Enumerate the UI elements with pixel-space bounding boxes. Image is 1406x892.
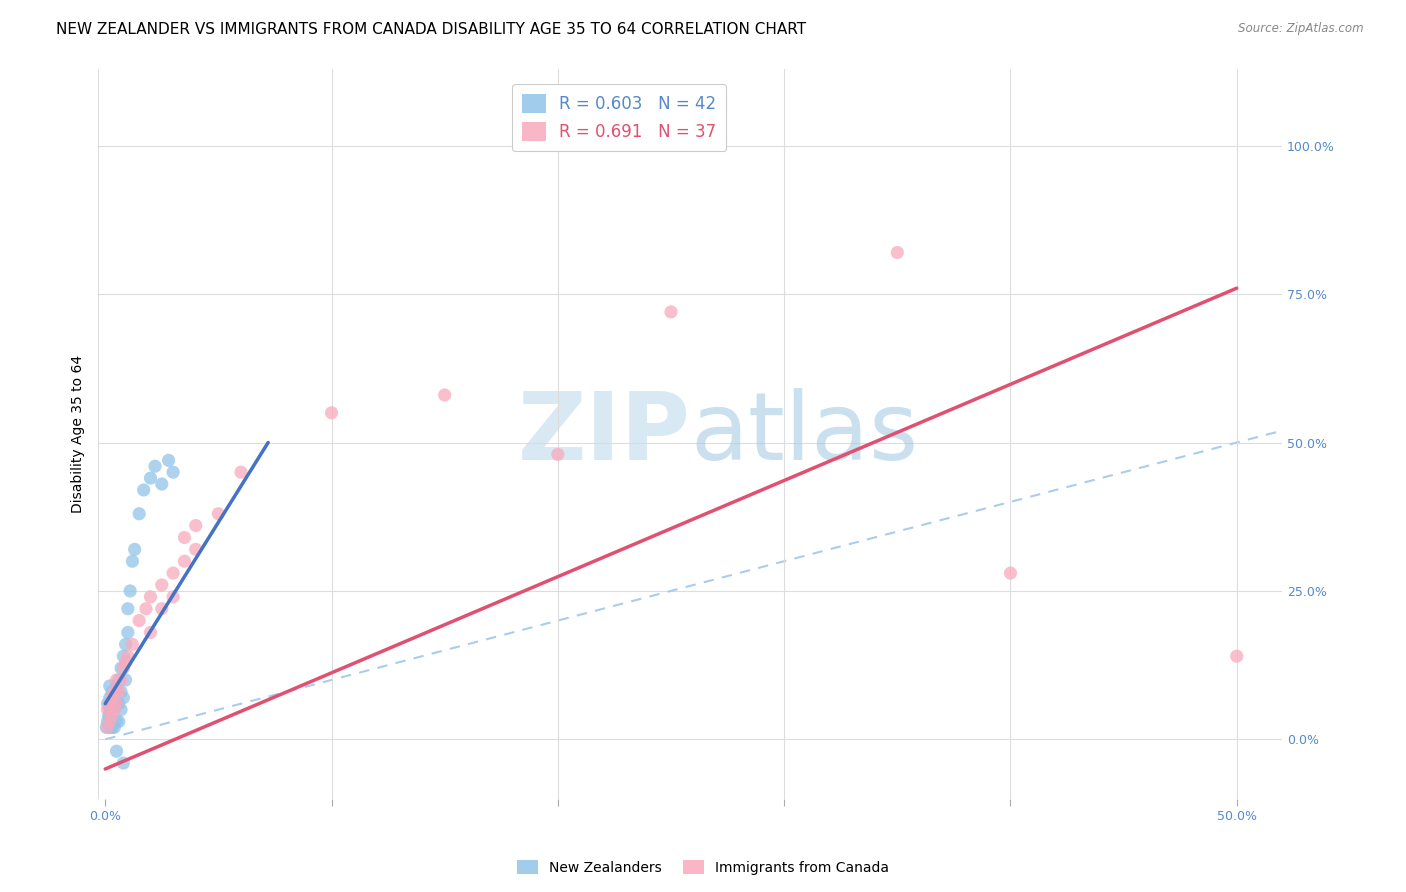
- Point: [117, 649, 139, 664]
- Point: [103, 703, 125, 717]
- Point: [103, 685, 125, 699]
- Point: [98, 697, 121, 711]
- Point: [162, 566, 184, 580]
- Point: [97, 708, 120, 723]
- Point: [128, 507, 150, 521]
- Point: [103, 690, 125, 705]
- Point: [101, 697, 124, 711]
- Point: [96, 721, 118, 735]
- Y-axis label: Disability Age 35 to 64: Disability Age 35 to 64: [72, 354, 86, 513]
- Point: [107, 697, 129, 711]
- Point: [105, 697, 128, 711]
- Point: [117, 601, 139, 615]
- Point: [98, 714, 121, 729]
- Point: [101, 721, 124, 735]
- Point: [321, 406, 343, 420]
- Point: [184, 542, 207, 557]
- Point: [139, 471, 162, 485]
- Point: [886, 245, 908, 260]
- Point: [547, 447, 569, 461]
- Point: [120, 583, 142, 598]
- Point: [150, 578, 173, 592]
- Point: [121, 554, 143, 568]
- Point: [139, 625, 162, 640]
- Point: [101, 708, 124, 723]
- Point: [207, 507, 229, 521]
- Point: [96, 703, 118, 717]
- Point: [1226, 649, 1249, 664]
- Point: [112, 661, 135, 675]
- Point: [112, 756, 135, 770]
- Point: [121, 637, 143, 651]
- Point: [98, 679, 121, 693]
- Point: [124, 542, 146, 557]
- Point: [96, 714, 118, 729]
- Point: [110, 673, 132, 687]
- Point: [150, 477, 173, 491]
- Point: [150, 601, 173, 615]
- Point: [132, 483, 155, 497]
- Point: [143, 459, 166, 474]
- Point: [98, 690, 121, 705]
- Point: [135, 601, 157, 615]
- Point: [105, 744, 128, 758]
- Point: [659, 305, 682, 319]
- Point: [101, 690, 124, 705]
- Point: [96, 697, 118, 711]
- Point: [105, 697, 128, 711]
- Point: [96, 721, 118, 735]
- Point: [1000, 566, 1022, 580]
- Point: [114, 655, 136, 669]
- Point: [114, 637, 136, 651]
- Point: [110, 661, 132, 675]
- Point: [112, 690, 135, 705]
- Point: [128, 614, 150, 628]
- Point: [103, 721, 125, 735]
- Text: NEW ZEALANDER VS IMMIGRANTS FROM CANADA DISABILITY AGE 35 TO 64 CORRELATION CHAR: NEW ZEALANDER VS IMMIGRANTS FROM CANADA …: [56, 22, 807, 37]
- Legend: R = 0.603   N = 42, R = 0.691   N = 37: R = 0.603 N = 42, R = 0.691 N = 37: [512, 84, 725, 151]
- Point: [173, 531, 195, 545]
- Point: [184, 518, 207, 533]
- Point: [107, 673, 129, 687]
- Point: [173, 554, 195, 568]
- Point: [105, 673, 128, 687]
- Legend: New Zealanders, Immigrants from Canada: New Zealanders, Immigrants from Canada: [512, 855, 894, 880]
- Point: [229, 465, 252, 479]
- Point: [101, 685, 124, 699]
- Point: [98, 703, 121, 717]
- Point: [110, 685, 132, 699]
- Point: [433, 388, 456, 402]
- Point: [98, 721, 121, 735]
- Point: [107, 714, 129, 729]
- Point: [162, 465, 184, 479]
- Point: [117, 625, 139, 640]
- Point: [112, 649, 135, 664]
- Point: [107, 685, 129, 699]
- Text: Source: ZipAtlas.com: Source: ZipAtlas.com: [1239, 22, 1364, 36]
- Text: ZIP: ZIP: [517, 388, 690, 480]
- Point: [105, 714, 128, 729]
- Point: [114, 673, 136, 687]
- Text: atlas: atlas: [690, 388, 918, 480]
- Point: [105, 679, 128, 693]
- Point: [162, 590, 184, 604]
- Point: [110, 703, 132, 717]
- Point: [157, 453, 180, 467]
- Point: [101, 708, 124, 723]
- Point: [103, 703, 125, 717]
- Point: [139, 590, 162, 604]
